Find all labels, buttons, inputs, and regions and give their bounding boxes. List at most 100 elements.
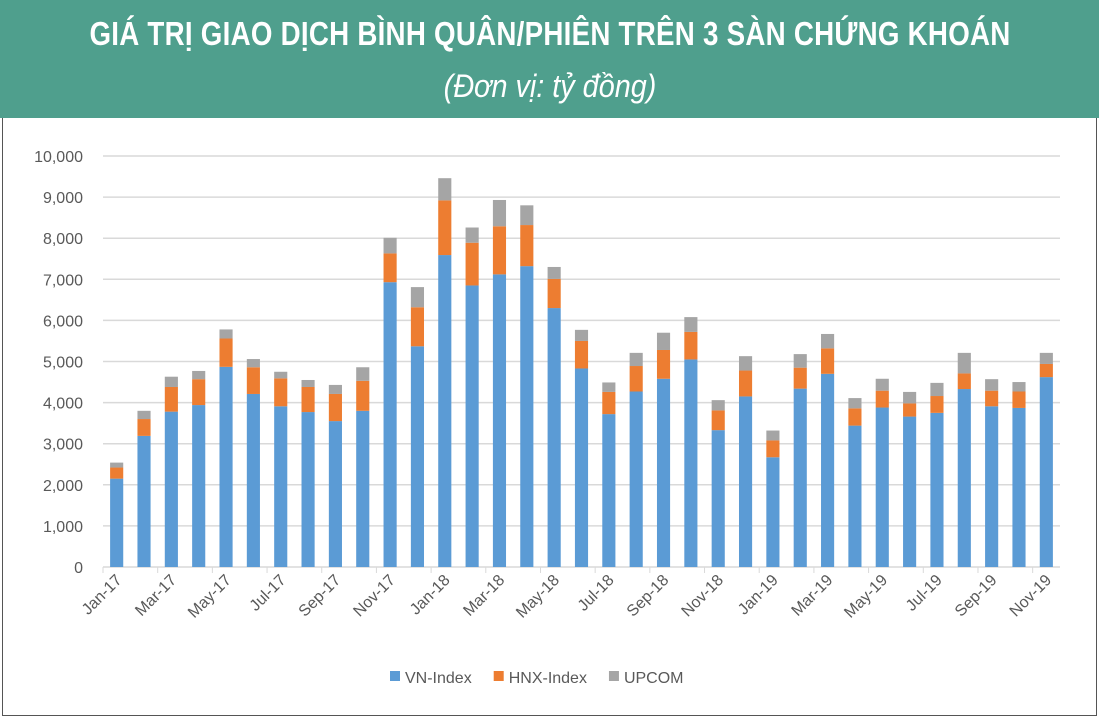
bar-upcom-Jan-19 <box>766 430 780 441</box>
bar-hnx-index-Oct-18 <box>684 331 698 360</box>
y-tick-label: 5,000 <box>43 355 83 372</box>
chart-title: GIÁ TRỊ GIAO DỊCH BÌNH QUÂN/PHIÊN TRÊN 3… <box>88 15 1011 52</box>
bar-hnx-index-Jun-17 <box>246 367 260 394</box>
bar-upcom-Jun-17 <box>246 359 260 368</box>
bar-upcom-Feb-17 <box>137 410 151 420</box>
bar-upcom-Jul-19 <box>930 382 944 397</box>
bar-upcom-Feb-18 <box>465 227 479 243</box>
bar-vn-index-Jul-17 <box>274 406 288 567</box>
bar-hnx-index-Jul-19 <box>930 396 944 413</box>
x-tick-label: Mar-18 <box>460 572 508 620</box>
bar-hnx-index-Mar-17 <box>164 386 178 412</box>
x-tick-label: Jan-19 <box>735 572 782 619</box>
bar-hnx-index-Nov-19 <box>1039 363 1053 378</box>
x-tick-label: Sep-17 <box>296 572 345 621</box>
x-tick-label: Jul-17 <box>247 572 290 615</box>
bar-vn-index-Mar-19 <box>821 373 835 567</box>
bar-vn-index-Feb-17 <box>137 435 151 567</box>
bar-upcom-Apr-18 <box>520 205 534 226</box>
bar-hnx-index-Feb-19 <box>793 367 807 389</box>
bar-vn-index-Mar-17 <box>164 411 178 567</box>
bar-vn-index-Sep-19 <box>985 406 999 567</box>
bar-hnx-index-Jan-19 <box>766 440 780 458</box>
x-tick-label: Jul-19 <box>903 572 946 615</box>
bar-hnx-index-Nov-18 <box>711 410 725 431</box>
x-tick-label: Jan-18 <box>407 572 454 619</box>
y-tick-label: 4,000 <box>43 396 83 413</box>
bar-upcom-Jun-19 <box>903 391 917 404</box>
y-tick-label: 7,000 <box>43 272 83 289</box>
bar-hnx-index-Dec-17 <box>410 307 425 347</box>
bar-vn-index-Jan-17 <box>110 478 124 567</box>
x-tick-label: May-19 <box>841 572 891 622</box>
bar-vn-index-Aug-18 <box>629 391 643 567</box>
bar-vn-index-May-18 <box>547 308 561 567</box>
legend-label: UPCOM <box>624 670 684 687</box>
bar-vn-index-Nov-17 <box>383 282 397 567</box>
chart-subtitle: (Đơn vị: tỷ đồng) <box>443 68 656 104</box>
bar-vn-index-Mar-18 <box>492 274 507 567</box>
bar-hnx-index-Feb-17 <box>137 419 151 436</box>
bar-hnx-index-Aug-19 <box>957 373 971 390</box>
x-tick-label: Mar-19 <box>789 572 837 620</box>
bar-upcom-May-19 <box>875 378 889 391</box>
bar-hnx-index-Jan-17 <box>110 467 124 479</box>
bar-hnx-index-Jun-18 <box>574 340 589 369</box>
bar-hnx-index-May-17 <box>219 338 233 367</box>
y-tick-label: 10,000 <box>34 149 83 166</box>
bar-vn-index-Sep-17 <box>328 421 342 567</box>
bar-hnx-index-May-19 <box>875 390 889 408</box>
bar-hnx-index-Jun-19 <box>903 403 917 417</box>
bar-vn-index-Jun-18 <box>574 368 589 567</box>
bar-upcom-Mar-18 <box>492 199 507 227</box>
bar-upcom-Dec-17 <box>410 287 425 308</box>
bar-vn-index-Apr-17 <box>192 405 206 567</box>
y-tick-label: 8,000 <box>43 231 83 248</box>
legend-swatch <box>390 671 400 681</box>
bar-hnx-index-Apr-18 <box>520 225 534 267</box>
y-tick-label: 3,000 <box>43 437 83 454</box>
bar-upcom-Aug-18 <box>629 352 643 367</box>
bar-upcom-Apr-19 <box>848 398 862 409</box>
bar-upcom-Nov-17 <box>383 237 397 254</box>
bar-vn-index-Apr-19 <box>848 425 862 567</box>
bar-hnx-index-Jan-18 <box>438 200 452 256</box>
bar-upcom-Sep-17 <box>328 384 342 394</box>
bar-vn-index-Jul-18 <box>602 414 616 567</box>
bar-hnx-index-Apr-19 <box>848 408 862 426</box>
bar-vn-index-Jun-19 <box>903 416 917 567</box>
bar-hnx-index-Oct-19 <box>1012 391 1026 408</box>
bar-hnx-index-Jul-18 <box>602 391 616 415</box>
bar-upcom-Oct-17 <box>356 367 370 381</box>
x-tick-label: Jan-17 <box>79 572 126 619</box>
bar-vn-index-Jun-17 <box>246 393 260 567</box>
bar-vn-index-Feb-19 <box>793 388 807 567</box>
bar-vn-index-Dec-18 <box>738 396 753 567</box>
bar-hnx-index-Sep-19 <box>985 390 999 407</box>
chart-frame <box>2 118 1097 716</box>
bar-upcom-Mar-19 <box>821 333 835 349</box>
x-tick-label: Nov-19 <box>1007 572 1056 621</box>
bar-hnx-index-Mar-19 <box>821 348 835 374</box>
bar-hnx-index-Apr-17 <box>192 379 206 406</box>
bar-vn-index-Nov-19 <box>1039 377 1053 567</box>
bar-hnx-index-Dec-18 <box>738 370 753 397</box>
bar-hnx-index-Aug-17 <box>301 386 315 413</box>
bar-upcom-Jul-17 <box>274 371 288 379</box>
bar-upcom-Nov-18 <box>711 400 725 411</box>
bar-hnx-index-Oct-17 <box>356 380 370 411</box>
bar-hnx-index-Sep-18 <box>656 349 671 379</box>
bar-vn-index-Apr-18 <box>520 266 534 567</box>
x-tick-label: Sep-18 <box>624 572 673 621</box>
y-tick-label: 1,000 <box>43 519 83 536</box>
bar-upcom-Sep-18 <box>656 332 671 350</box>
bar-upcom-Jan-17 <box>110 462 124 468</box>
bar-vn-index-Oct-17 <box>356 410 370 567</box>
bar-upcom-Dec-18 <box>738 356 753 371</box>
bar-hnx-index-Nov-17 <box>383 253 397 283</box>
x-tick-label: Sep-19 <box>952 572 1001 621</box>
bar-vn-index-Aug-17 <box>301 412 315 567</box>
bar-vn-index-Jan-19 <box>766 457 780 567</box>
x-tick-label: Mar-17 <box>132 572 180 620</box>
y-tick-label: 6,000 <box>43 313 83 330</box>
